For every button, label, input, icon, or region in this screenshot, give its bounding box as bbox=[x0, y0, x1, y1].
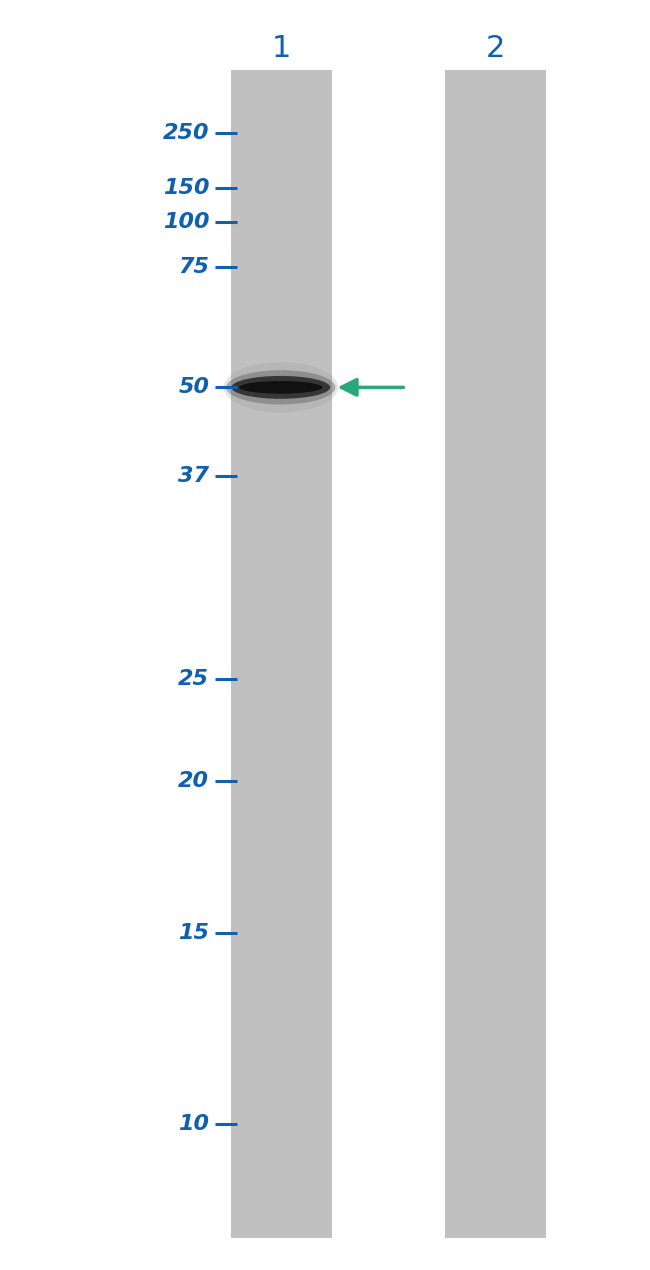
Ellipse shape bbox=[231, 376, 330, 399]
Ellipse shape bbox=[224, 362, 338, 413]
Ellipse shape bbox=[239, 381, 322, 394]
Bar bbox=[231, 70, 332, 1238]
Text: 150: 150 bbox=[162, 178, 209, 198]
Text: 15: 15 bbox=[178, 923, 209, 944]
Text: 75: 75 bbox=[178, 257, 209, 277]
Text: 20: 20 bbox=[178, 771, 209, 791]
Text: 250: 250 bbox=[162, 123, 209, 144]
Text: 25: 25 bbox=[178, 669, 209, 690]
Text: 100: 100 bbox=[162, 212, 209, 232]
Ellipse shape bbox=[226, 371, 335, 404]
Text: 37: 37 bbox=[178, 466, 209, 486]
Text: 2: 2 bbox=[486, 34, 505, 62]
Text: 10: 10 bbox=[178, 1114, 209, 1134]
Text: 1: 1 bbox=[272, 34, 291, 62]
Bar bbox=[445, 70, 546, 1238]
Text: 50: 50 bbox=[178, 377, 209, 398]
